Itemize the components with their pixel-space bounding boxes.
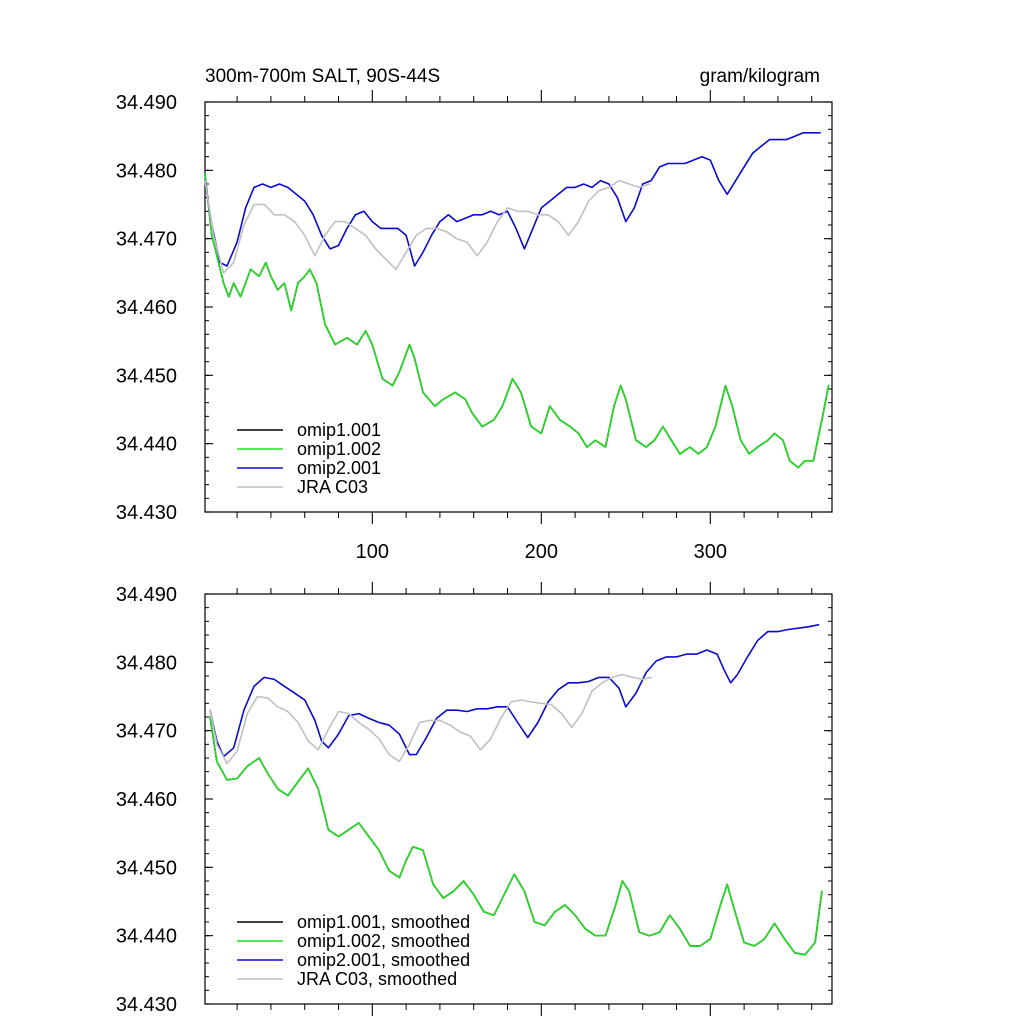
series-line-omip1-002 [204, 173, 830, 469]
ytick-label: 34.480 [116, 652, 177, 674]
ytick-label: 34.480 [116, 160, 177, 182]
ytick-label: 34.460 [116, 297, 177, 319]
ytick-label: 34.490 [116, 92, 177, 114]
legend-label: JRA C03 [297, 477, 368, 497]
legend-label: omip2.001, smoothed [297, 950, 470, 970]
series-line-jra-c03 [204, 179, 651, 274]
chart-panel-raw: 34.430 34.440 34.450 34.460 34.470 34.480 34.4… [116, 66, 833, 563]
ytick-label: 34.490 [116, 584, 177, 606]
units-label: gram/kilogram [700, 66, 820, 87]
legend-label: JRA C03, smoothed [297, 969, 457, 989]
series-line-omip2-001 [204, 132, 822, 267]
ytick-label: 34.470 [116, 721, 177, 743]
xtick-label: 100 [356, 541, 389, 563]
ytick-label: 34.450 [116, 857, 177, 879]
ytick-label: 34.430 [116, 994, 177, 1016]
ytick-label: 34.470 [116, 229, 177, 251]
ytick-label: 34.440 [116, 926, 177, 948]
chart-title: 300m-700m SALT, 90S-44S [205, 66, 440, 87]
chart-panel-smoothed: 34.430 34.440 34.450 34.460 34.470 34.480 34.4… [116, 582, 833, 1016]
xtick-label: 200 [525, 541, 558, 563]
xtick-label: 300 [694, 541, 727, 563]
series-line-omip2-001-smoothed [209, 623, 820, 758]
legend-label: omip1.001, smoothed [297, 912, 470, 932]
series-line-omip1-002-smoothed [209, 716, 823, 956]
ytick-label: 34.430 [116, 502, 177, 524]
legend-label: omip2.001 [297, 458, 381, 478]
legend-label: omip1.002 [297, 439, 381, 459]
ytick-label: 34.450 [116, 365, 177, 387]
ytick-label: 34.460 [116, 789, 177, 811]
series-line-jra-c03-smoothed [209, 673, 653, 765]
legend-label: omip1.002, smoothed [297, 931, 470, 951]
legend-label: omip1.001 [297, 420, 381, 440]
ytick-label: 34.440 [116, 434, 177, 456]
